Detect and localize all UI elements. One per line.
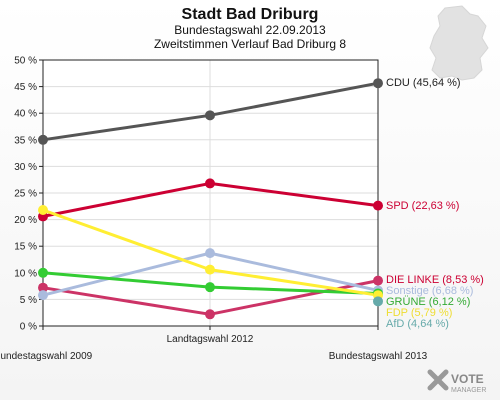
y-tick-label: 50 % (14, 56, 37, 67)
data-point-grüne (205, 282, 215, 293)
data-point-cdu (205, 110, 215, 121)
data-point-fdp (205, 264, 215, 275)
y-tick-label: 35 % (14, 135, 37, 146)
end-label-cdu: CDU (45,64 %) (386, 77, 461, 89)
votemanager-logo: VOTE MANAGER (427, 369, 486, 394)
logo-x-icon (427, 369, 449, 391)
end-label-grüne: GRÜNE (6,12 %) (386, 296, 470, 308)
x-tick-label: Bundestagswahl 2009 (0, 351, 93, 362)
y-tick-label: 25 % (14, 189, 37, 200)
chart-title: Stadt Bad Driburg (182, 6, 319, 23)
data-point-die-linke (373, 275, 383, 286)
end-label-spd: SPD (22,63 %) (386, 200, 459, 212)
x-axis: Bundestagswahl 2009 Landtagswahl 2012 Bund… (0, 326, 428, 362)
x-tick-label: Landtagswahl 2012 (167, 334, 254, 345)
end-label-die-linke: DIE LINKE (8,53 %) (386, 274, 484, 286)
series-end-labels: CDU (45,64 %) SPD (22,63 %) DIE LINKE (8,5… (386, 77, 484, 330)
data-point-spd (373, 200, 383, 211)
y-tick-label: 15 % (14, 242, 37, 253)
data-point-spd (205, 178, 215, 189)
logo-line-2: MANAGER (451, 387, 486, 394)
logo-line-1: VOTE (451, 372, 484, 386)
data-point-fdp (38, 205, 48, 216)
chart-subtitle-line-2: Zweitstimmen Verlauf Bad Driburg 8 (154, 37, 346, 51)
data-point-cdu (38, 134, 48, 145)
data-point-sonstige (38, 290, 48, 301)
chart-subtitle-line-1: Bundestagswahl 22.09.2013 (174, 23, 326, 37)
y-tick-label: 30 % (14, 162, 37, 173)
data-point-sonstige (205, 248, 215, 259)
x-tick-label: Bundestagswahl 2013 (329, 351, 428, 362)
end-label-afd: AfD (4,64 %) (386, 318, 449, 330)
y-tick-label: 40 % (14, 109, 37, 120)
data-point-cdu (373, 78, 383, 89)
series-points (38, 78, 383, 320)
end-label-sonstige: Sonstige (6,68 %) (386, 285, 473, 297)
y-tick-label: 0 % (20, 322, 37, 333)
data-point-die-linke (205, 309, 215, 320)
plot-border (42, 59, 379, 327)
y-tick-label: 10 % (14, 268, 37, 279)
y-tick-label: 5 % (20, 295, 37, 306)
data-point-grüne (38, 267, 48, 278)
end-label-fdp: FDP (5,79 %) (386, 307, 452, 319)
data-point-die-linke (38, 282, 48, 293)
germany-map-icon (429, 5, 489, 81)
y-tick-label: 20 % (14, 215, 37, 226)
y-axis-ticks: 0 % 5 % 10 % 15 % 20 % 25 % 30 % 35 % 40 % 45 % 50… (14, 56, 43, 333)
y-tick-label: 45 % (14, 82, 37, 93)
data-point-afd (373, 296, 383, 307)
